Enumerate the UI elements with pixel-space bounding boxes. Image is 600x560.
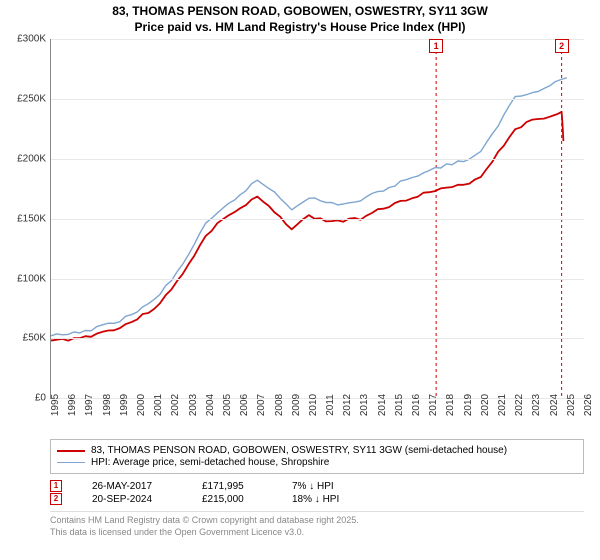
x-tick-label: 2025 [566,394,577,416]
chart-marker-2: 2 [555,39,569,53]
x-tick-label: 2007 [256,394,267,416]
chart-title-block: 83, THOMAS PENSON ROAD, GOBOWEN, OSWESTR… [8,4,592,35]
x-tick-label: 2018 [445,394,456,416]
x-tick-label: 2013 [359,394,370,416]
x-tick-label: 2019 [463,394,474,416]
x-tick-label: 2005 [222,394,233,416]
transaction-pct: 7% ↓ HPI [292,481,372,492]
x-tick-label: 2006 [239,394,250,416]
x-tick-label: 2000 [136,394,147,416]
legend-label: 83, THOMAS PENSON ROAD, GOBOWEN, OSWESTR… [91,445,507,456]
x-tick-label: 2017 [428,394,439,416]
legend-box: 83, THOMAS PENSON ROAD, GOBOWEN, OSWESTR… [50,439,584,474]
y-axis: £0£50K£100K£150K£200K£250K£300K [8,39,50,399]
x-tick-label: 2023 [531,394,542,416]
transactions-block: 1 26-MAY-2017 £171,995 7% ↓ HPI 2 20-SEP-2024… [50,480,584,505]
series-line-hpi [51,78,567,336]
legend-item: HPI: Average price, semi-detached house,… [57,457,577,468]
chart-container: 83, THOMAS PENSON ROAD, GOBOWEN, OSWESTR… [0,0,600,560]
y-tick-label: £50K [23,333,46,344]
grid-line [51,159,584,160]
x-tick-label: 2008 [274,394,285,416]
legend-swatch [57,462,85,463]
footer-line-2: This data is licensed under the Open Gov… [50,527,584,539]
x-tick-label: 2010 [308,394,319,416]
grid-line [51,338,584,339]
x-tick-label: 2003 [188,394,199,416]
x-tick-label: 2022 [514,394,525,416]
x-tick-label: 2021 [497,394,508,416]
footer-attribution: Contains HM Land Registry data © Crown c… [50,511,584,538]
transaction-marker-2: 2 [50,493,62,505]
x-tick-label: 1997 [84,394,95,416]
series-line-price_paid [51,112,563,341]
y-tick-label: £100K [17,273,46,284]
grid-line [51,99,584,100]
x-tick-label: 2016 [411,394,422,416]
y-tick-label: £200K [17,153,46,164]
chart-area: £0£50K£100K£150K£200K£250K£300K 12 [50,39,584,399]
x-tick-label: 2026 [583,394,594,416]
grid-line [51,39,584,40]
legend-swatch [57,450,85,452]
title-line-1: 83, THOMAS PENSON ROAD, GOBOWEN, OSWESTR… [8,4,592,20]
x-tick-label: 2009 [291,394,302,416]
y-tick-label: £0 [35,393,46,404]
transaction-date: 26-MAY-2017 [92,481,172,492]
x-axis: 1995199619971998199920002001200220032004… [50,403,584,433]
transaction-row: 2 20-SEP-2024 £215,000 18% ↓ HPI [50,493,584,505]
y-tick-label: £300K [17,34,46,45]
plot-area: 12 [50,39,584,399]
footer-line-1: Contains HM Land Registry data © Crown c… [50,515,584,527]
transaction-price: £171,995 [202,481,262,492]
x-tick-label: 1999 [119,394,130,416]
title-line-2: Price paid vs. HM Land Registry's House … [8,20,592,36]
grid-line [51,279,584,280]
x-tick-label: 2020 [480,394,491,416]
transaction-marker-1: 1 [50,480,62,492]
grid-line [51,219,584,220]
x-tick-label: 2004 [205,394,216,416]
y-tick-label: £150K [17,213,46,224]
x-tick-label: 1998 [102,394,113,416]
transaction-date: 20-SEP-2024 [92,494,172,505]
transaction-price: £215,000 [202,494,262,505]
x-tick-label: 2001 [153,394,164,416]
x-tick-label: 2014 [377,394,388,416]
transaction-pct: 18% ↓ HPI [292,494,372,505]
x-tick-label: 2011 [325,394,336,416]
x-tick-label: 1996 [67,394,78,416]
x-tick-label: 2015 [394,394,405,416]
x-tick-label: 2002 [170,394,181,416]
legend-item: 83, THOMAS PENSON ROAD, GOBOWEN, OSWESTR… [57,445,577,456]
chart-marker-1: 1 [429,39,443,53]
x-tick-label: 2024 [549,394,560,416]
transaction-row: 1 26-MAY-2017 £171,995 7% ↓ HPI [50,480,584,492]
x-tick-label: 2012 [342,394,353,416]
legend-label: HPI: Average price, semi-detached house,… [91,457,329,468]
x-tick-label: 1995 [50,394,61,416]
y-tick-label: £250K [17,94,46,105]
